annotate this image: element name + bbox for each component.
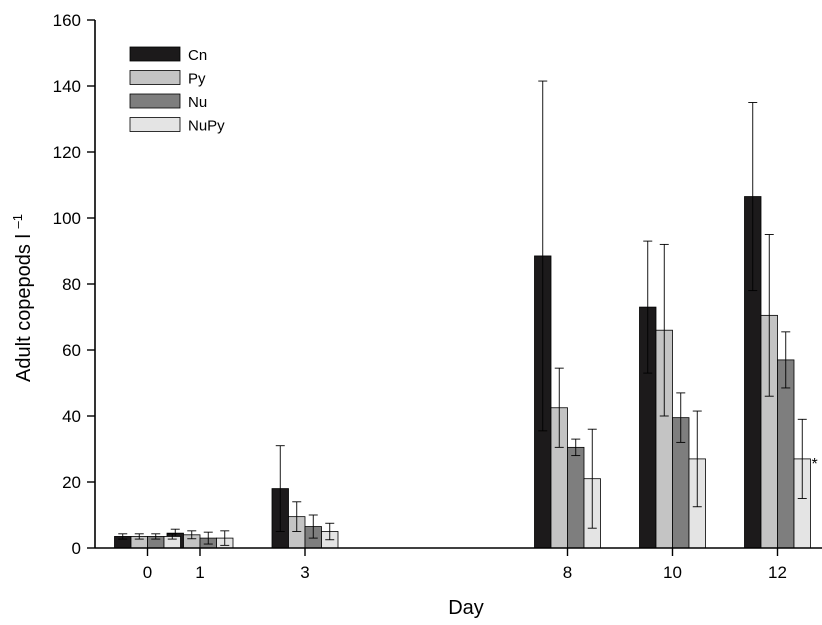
error-bar-py-day-1 — [187, 530, 197, 540]
y-tick-label: 20 — [62, 473, 81, 492]
plot-area: * — [114, 80, 818, 549]
error-bar-py-day-3 — [292, 501, 302, 532]
error-bar-py-day-12 — [764, 234, 774, 397]
error-bar-nu-day-12 — [781, 331, 791, 389]
error-bar-nu-day-10 — [676, 392, 686, 443]
legend-label: Nu — [188, 94, 207, 111]
x-axis-title: Day — [448, 597, 484, 619]
x-tick-label: 8 — [563, 563, 572, 582]
error-bar-nupy-day-8 — [587, 428, 597, 529]
error-bar-nupy-day-0 — [167, 533, 177, 540]
legend-item-py: Py — [129, 70, 206, 88]
legend-label: NuPy — [188, 118, 225, 135]
error-bar-py-day-10 — [659, 243, 669, 417]
error-bar-nu-day-8 — [571, 438, 581, 457]
error-bar-nu-day-1 — [203, 531, 213, 545]
y-axis-title: Adult copepods l –1 — [10, 214, 35, 382]
error-bar-nu-day-0 — [151, 533, 161, 540]
legend-label: Cn — [188, 47, 207, 64]
y-tick-label: 60 — [62, 341, 81, 360]
error-bar-cn-day-12 — [748, 102, 758, 292]
x-tick-label: 3 — [300, 563, 309, 582]
error-bar-py-day-0 — [134, 533, 144, 540]
error-bar-nu-day-3 — [308, 514, 318, 539]
legend: Cn Py Nu NuPy — [129, 46, 225, 135]
x-tick-label: 0 — [143, 563, 152, 582]
legend-swatch — [129, 93, 181, 109]
y-axis-title-exponent: –1 — [10, 214, 25, 228]
legend-swatch — [129, 70, 181, 85]
error-bar-cn-day-10 — [643, 240, 653, 374]
error-bar-py-day-8 — [554, 367, 564, 448]
y-tick-label: 100 — [53, 209, 81, 228]
y-tick-label: 120 — [53, 143, 81, 162]
error-bar-nupy-day-12 — [797, 418, 807, 499]
axes: 0 20 40 60 80 100 120 140 160 0 1 3 8 10 12 — [53, 11, 822, 582]
error-bar-cn-day-3 — [275, 445, 285, 532]
error-bar-nupy-day-1 — [220, 530, 230, 546]
y-tick-label: 40 — [62, 407, 81, 426]
error-bar-nupy-day-3 — [325, 522, 335, 541]
legend-swatch — [129, 46, 181, 62]
y-tick-label: 160 — [53, 11, 81, 30]
legend-label: Py — [188, 71, 206, 88]
legend-item-cn: Cn — [129, 46, 207, 64]
error-bar-cn-day-8 — [538, 80, 548, 432]
x-tick-label: 10 — [663, 563, 682, 582]
y-tick-label: 0 — [72, 539, 81, 558]
y-tick-label: 80 — [62, 275, 81, 294]
error-bar-cn-day-0 — [118, 533, 128, 540]
y-tick-label: 140 — [53, 77, 81, 96]
significance-annotation: * — [812, 456, 818, 473]
x-tick-label: 12 — [768, 563, 787, 582]
bar-nu-day-8 — [567, 446, 585, 549]
legend-item-nu: Nu — [129, 93, 207, 111]
y-axis-title-main: Adult copepods l — [13, 234, 35, 382]
error-bar-nupy-day-10 — [692, 410, 702, 508]
legend-item-nupy: NuPy — [129, 117, 225, 135]
x-tick-label: 1 — [195, 563, 204, 582]
legend-swatch — [129, 117, 181, 132]
